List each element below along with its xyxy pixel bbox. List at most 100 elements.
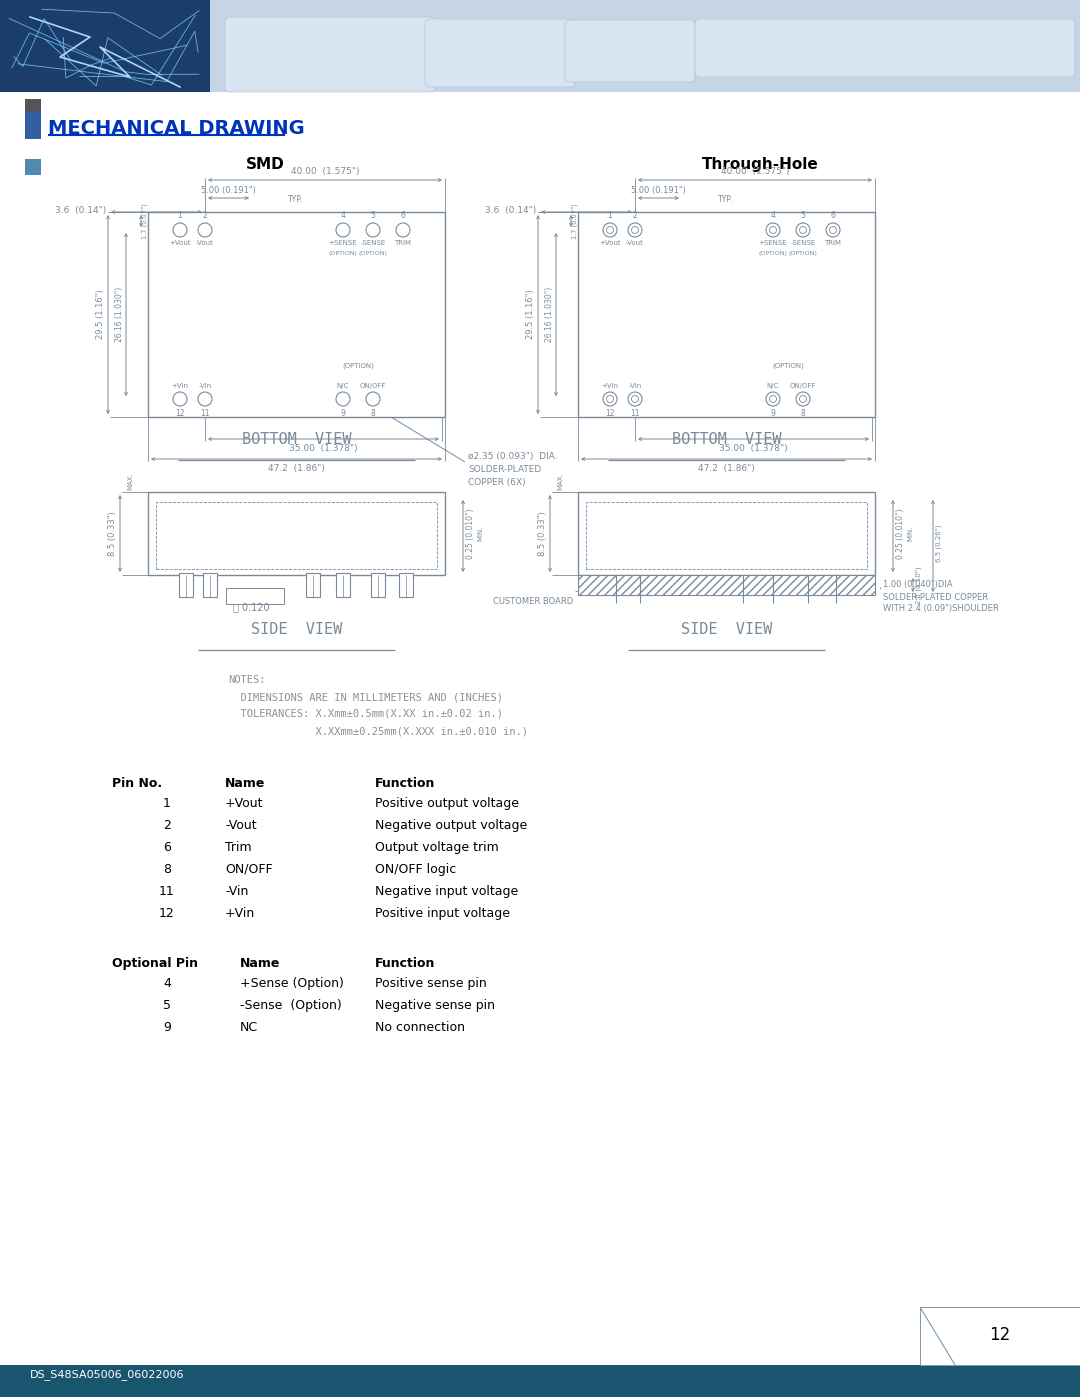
Text: NC: NC	[240, 1021, 258, 1034]
Bar	[920, 1308, 1080, 1365]
Text: ⧧ 0.120: ⧧ 0.120	[233, 602, 270, 612]
Text: 47.2  (1.86"): 47.2 (1.86")	[268, 464, 325, 474]
Text: 1.00 (0.040")DIA: 1.00 (0.040")DIA	[883, 581, 953, 590]
Text: ON/OFF: ON/OFF	[360, 383, 387, 388]
Text: 8: 8	[370, 409, 376, 418]
Circle shape	[769, 226, 777, 233]
Text: +SENSE: +SENSE	[328, 240, 357, 246]
Text: +Vout: +Vout	[599, 240, 621, 246]
Text: Trim: Trim	[225, 841, 252, 854]
Text: Output voltage trim: Output voltage trim	[375, 841, 499, 854]
Circle shape	[799, 226, 807, 233]
Circle shape	[607, 395, 613, 402]
Bar	[578, 576, 875, 595]
Text: 29.5 (1.16"): 29.5 (1.16")	[96, 289, 105, 339]
Text: Through-Hole: Through-Hole	[702, 156, 819, 172]
Text: CUSTOMER BOARD: CUSTOMER BOARD	[492, 597, 573, 606]
FancyBboxPatch shape	[565, 20, 696, 82]
Text: 6: 6	[401, 211, 405, 219]
Bar	[578, 212, 875, 416]
Text: 3.6  (0.14"): 3.6 (0.14")	[485, 205, 536, 215]
Bar	[399, 573, 413, 597]
Text: +Sense (Option): +Sense (Option)	[240, 977, 343, 990]
Text: 2.5 (0.10"): 2.5 (0.10")	[916, 566, 922, 604]
Text: 5: 5	[800, 211, 806, 219]
Text: Function: Function	[375, 957, 435, 970]
Text: (OPTION): (OPTION)	[772, 362, 804, 369]
Bar	[25, 110, 41, 138]
Circle shape	[826, 224, 840, 237]
Text: TYP.: TYP.	[288, 194, 303, 204]
Text: SIDE  VIEW: SIDE VIEW	[680, 622, 772, 637]
Text: -Vin: -Vin	[225, 886, 248, 898]
Text: MIN.: MIN.	[907, 525, 913, 541]
Circle shape	[336, 224, 350, 237]
FancyBboxPatch shape	[225, 17, 435, 92]
Text: 6.5 (0.26"): 6.5 (0.26")	[936, 525, 943, 563]
Text: MIN.: MIN.	[477, 525, 483, 541]
Circle shape	[627, 393, 642, 407]
Bar	[336, 573, 350, 597]
Text: Negative sense pin: Negative sense pin	[375, 999, 495, 1011]
Bar	[0, 1365, 1080, 1397]
Text: 1: 1	[163, 798, 171, 810]
Text: MECHANICAL DRAWING: MECHANICAL DRAWING	[48, 119, 305, 138]
Circle shape	[603, 224, 617, 237]
Text: 12: 12	[989, 1326, 1011, 1344]
Bar	[148, 492, 445, 576]
Text: X.XXmm±0.25mm(X.XXX in.±0.010 in.): X.XXmm±0.25mm(X.XXX in.±0.010 in.)	[228, 726, 528, 736]
Text: TOLERANCES: X.Xmm±0.5mm(X.XX in.±0.02 in.): TOLERANCES: X.Xmm±0.5mm(X.XX in.±0.02 in…	[228, 710, 503, 719]
Bar	[25, 159, 41, 175]
Text: 1: 1	[608, 211, 612, 219]
Text: 0.25 (0.010"): 0.25 (0.010")	[896, 509, 905, 559]
Text: COPPER (6X): COPPER (6X)	[468, 479, 526, 488]
Circle shape	[766, 393, 780, 407]
Text: +Vin: +Vin	[225, 907, 255, 921]
Circle shape	[366, 393, 380, 407]
Bar	[226, 588, 284, 604]
Text: -Vin: -Vin	[629, 383, 642, 388]
Text: +Vin: +Vin	[172, 383, 189, 388]
Text: 47.2  (1.86"): 47.2 (1.86")	[698, 464, 755, 474]
Text: 8.5 (0.33"): 8.5 (0.33")	[538, 511, 546, 556]
Text: 11: 11	[159, 886, 175, 898]
Text: 9: 9	[340, 409, 346, 418]
Bar	[156, 502, 437, 569]
Text: 5: 5	[163, 999, 171, 1011]
Circle shape	[829, 226, 837, 233]
Bar	[372, 573, 384, 597]
Text: Name: Name	[240, 957, 281, 970]
Text: 9: 9	[770, 409, 775, 418]
Text: 1: 1	[177, 211, 183, 219]
Bar	[179, 573, 193, 597]
Text: 5: 5	[370, 211, 376, 219]
Text: 35.00  (1.378"): 35.00 (1.378")	[718, 444, 787, 453]
Text: SIDE  VIEW: SIDE VIEW	[251, 622, 342, 637]
Text: (OPTION): (OPTION)	[788, 251, 818, 256]
Circle shape	[632, 395, 638, 402]
Circle shape	[366, 224, 380, 237]
Text: 29.5 (1.16"): 29.5 (1.16")	[526, 289, 535, 339]
Bar	[25, 99, 41, 115]
Circle shape	[396, 224, 410, 237]
Text: Name: Name	[225, 777, 266, 789]
Text: (OPTION): (OPTION)	[359, 251, 388, 256]
Text: MAX.: MAX.	[127, 472, 133, 490]
Text: 8: 8	[163, 863, 171, 876]
Text: +Vout: +Vout	[225, 798, 264, 810]
Text: 26.16 (1.030"): 26.16 (1.030")	[114, 286, 124, 342]
Text: ON/OFF: ON/OFF	[789, 383, 816, 388]
Text: 9: 9	[163, 1021, 171, 1034]
Text: WITH 2.4 (0.09")SHOULDER: WITH 2.4 (0.09")SHOULDER	[883, 605, 999, 613]
Text: 35.00  (1.378"): 35.00 (1.378")	[288, 444, 357, 453]
Text: -Vout: -Vout	[225, 819, 257, 833]
Text: -Vout: -Vout	[197, 240, 214, 246]
Circle shape	[603, 393, 617, 407]
FancyBboxPatch shape	[426, 20, 575, 87]
Text: MAX.: MAX.	[557, 472, 563, 490]
Text: -Vout: -Vout	[626, 240, 644, 246]
Text: BOTTOM  VIEW: BOTTOM VIEW	[242, 432, 351, 447]
Text: Function: Function	[375, 777, 435, 789]
Bar	[148, 212, 445, 416]
Text: 40.00  (1.575"): 40.00 (1.575")	[291, 168, 360, 176]
